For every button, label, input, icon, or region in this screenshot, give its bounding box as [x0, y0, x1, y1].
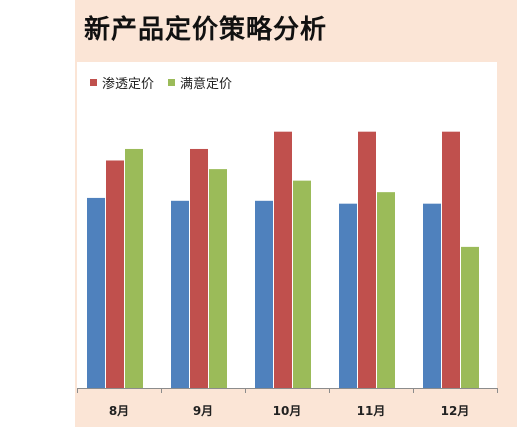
bar-penetration-5 — [442, 131, 460, 388]
x-tick-label: 8月 — [109, 404, 129, 418]
bar-satisfaction-5 — [461, 246, 479, 388]
bar-base-5 — [423, 203, 441, 388]
chart-title: 新产品定价策略分析 — [84, 15, 328, 45]
bar-penetration-1 — [106, 160, 124, 388]
bar-penetration-3 — [274, 131, 292, 388]
bar-penetration-2 — [190, 148, 208, 388]
bar-base-4 — [339, 203, 357, 388]
x-tick-label: 12月 — [441, 404, 470, 418]
legend-item-satisfaction: 满意定价 — [168, 73, 232, 92]
bar-base-1 — [87, 197, 105, 388]
legend: 渗透定价 满意定价 — [90, 72, 246, 92]
bar-satisfaction-2 — [209, 169, 227, 388]
bar-base-2 — [171, 200, 189, 388]
legend-swatch-penetration — [90, 78, 97, 86]
x-tick-label: 11月 — [357, 404, 386, 418]
legend-label-satisfaction: 满意定价 — [180, 76, 233, 92]
bar-base-3 — [255, 200, 273, 388]
bar-satisfaction-4 — [377, 192, 395, 388]
legend-item-penetration: 渗透定价 — [90, 73, 154, 92]
bar-satisfaction-3 — [293, 180, 311, 388]
x-tick-label: 10月 — [273, 404, 302, 418]
bar-penetration-4 — [358, 131, 376, 388]
bar-satisfaction-1 — [125, 148, 143, 388]
x-tick-label: 9月 — [193, 404, 213, 418]
legend-swatch-satisfaction — [168, 78, 176, 86]
legend-label-penetration: 渗透定价 — [102, 76, 155, 92]
